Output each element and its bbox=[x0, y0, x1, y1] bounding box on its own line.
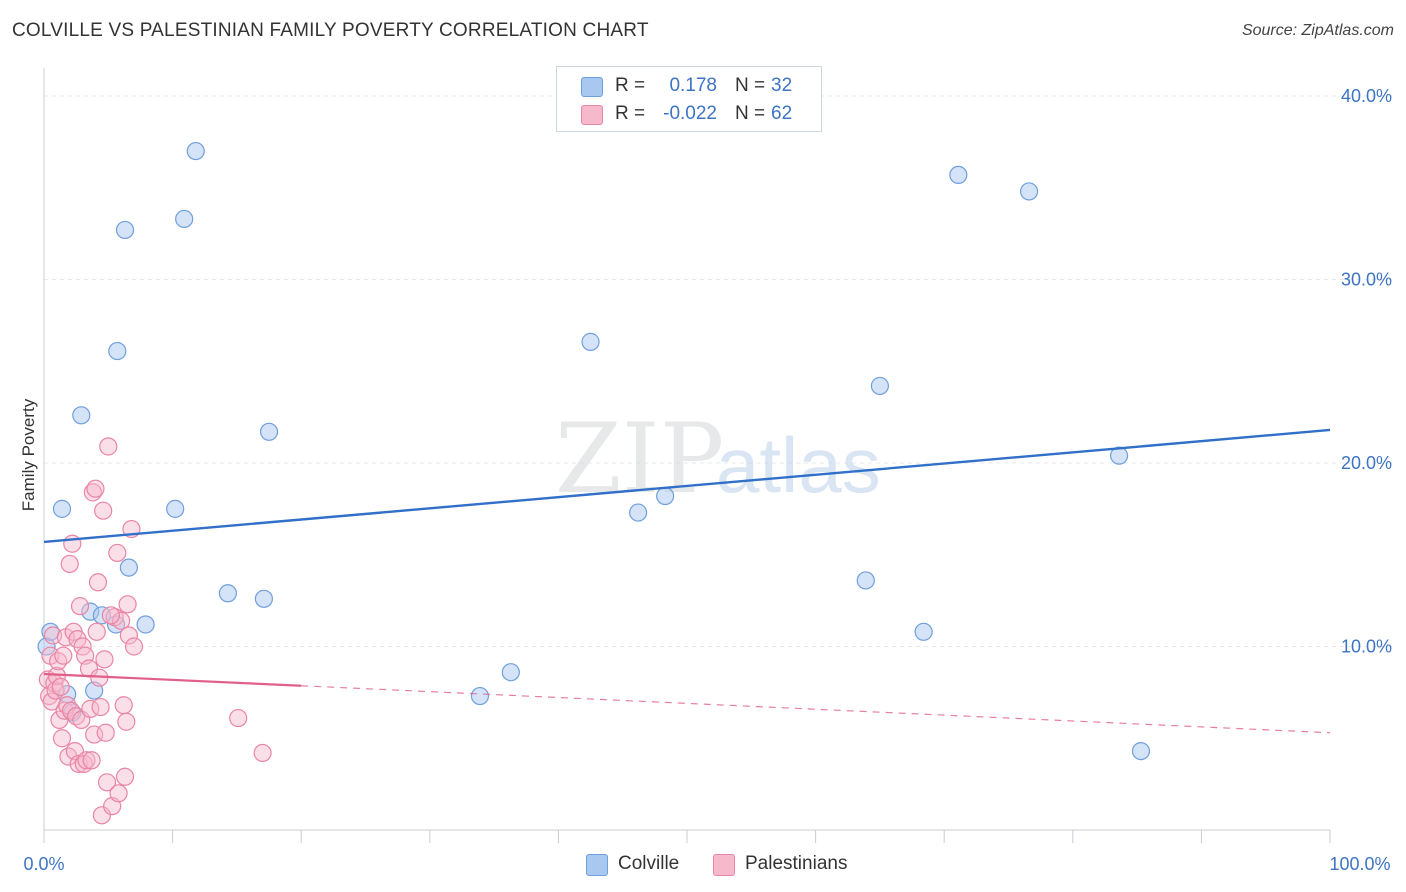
legend-r-label: R = bbox=[615, 75, 646, 96]
legend-r-value: -0.022 bbox=[663, 103, 717, 124]
data-point-palestinians bbox=[60, 554, 79, 574]
legend-n-value: 62 bbox=[771, 103, 793, 124]
points-layer bbox=[37, 141, 1151, 825]
trend-layer bbox=[43, 428, 1331, 734]
data-point-colville bbox=[1019, 182, 1039, 201]
data-point-palestinians bbox=[108, 543, 127, 563]
data-point-palestinians bbox=[82, 751, 101, 770]
data-point-colville bbox=[656, 486, 675, 506]
data-point-colville bbox=[119, 558, 138, 577]
data-point-colville bbox=[52, 499, 72, 518]
legend-r-label: R = bbox=[615, 103, 646, 124]
trend-line-colville bbox=[43, 428, 1331, 544]
y-tick-label: 40.0% bbox=[1341, 86, 1392, 106]
data-point-palestinians bbox=[91, 697, 110, 717]
watermark: ZIP atlas bbox=[555, 403, 881, 515]
data-point-palestinians bbox=[85, 725, 104, 744]
label-layer: 10.0% 20.0% 30.0% 40.0% 0.0% 100.0% bbox=[23, 86, 1392, 874]
legend-label-palestinians: Palestinians bbox=[745, 853, 848, 874]
data-point-colville bbox=[175, 209, 194, 229]
legend-row-palestinians: R = -0.022 N = 62 bbox=[557, 99, 821, 129]
legend-r-value: 0.178 bbox=[669, 75, 717, 96]
data-point-palestinians bbox=[87, 622, 106, 641]
data-point-colville bbox=[1131, 741, 1151, 761]
data-point-palestinians bbox=[49, 652, 68, 671]
data-point-colville bbox=[870, 376, 890, 396]
legend-n-label: N = bbox=[735, 103, 766, 124]
correlation-legend: R = 0.178 N = 32 R = -0.022 N = 62 bbox=[556, 66, 822, 132]
data-point-colville bbox=[115, 220, 135, 240]
data-point-palestinians bbox=[115, 767, 135, 786]
y-tick-label: 20.0% bbox=[1341, 453, 1392, 473]
data-point-palestinians bbox=[99, 437, 118, 456]
data-point-palestinians bbox=[112, 611, 131, 630]
data-point-colville bbox=[186, 141, 205, 161]
watermark-zip: ZIP bbox=[555, 403, 724, 515]
watermark-atlas: atlas bbox=[716, 421, 881, 509]
data-point-palestinians bbox=[51, 677, 70, 696]
legend-swatch-colville bbox=[586, 854, 608, 876]
data-point-palestinians bbox=[97, 773, 117, 792]
data-point-colville bbox=[949, 165, 968, 185]
data-point-colville bbox=[254, 589, 274, 608]
data-point-colville bbox=[259, 422, 279, 441]
data-point-palestinians bbox=[95, 650, 114, 669]
chart-title: COLVILLE VS PALESTINIAN FAMILY POVERTY C… bbox=[12, 20, 649, 41]
data-point-palestinians bbox=[117, 712, 136, 731]
legend-label-colville: Colville bbox=[618, 853, 680, 874]
data-point-palestinians bbox=[52, 729, 72, 748]
x-tick-label: 100.0% bbox=[1329, 854, 1390, 874]
y-axis-title: Family Poverty bbox=[19, 398, 38, 511]
data-point-palestinians bbox=[94, 501, 113, 520]
data-point-colville bbox=[501, 663, 520, 682]
data-point-palestinians bbox=[77, 751, 96, 770]
data-point-colville bbox=[856, 571, 875, 590]
data-point-colville bbox=[218, 584, 237, 603]
data-point-palestinians bbox=[88, 573, 108, 592]
data-point-colville bbox=[136, 615, 155, 634]
y-tick-label: 30.0% bbox=[1341, 270, 1392, 290]
data-point-palestinians bbox=[253, 743, 272, 763]
data-point-palestinians bbox=[42, 692, 61, 711]
source-label: Source: ZipAtlas.com bbox=[1241, 22, 1394, 39]
legend-n-value: 32 bbox=[771, 75, 793, 96]
data-point-colville bbox=[72, 406, 91, 425]
data-point-colville bbox=[166, 499, 185, 518]
legend-swatch-colville bbox=[581, 77, 603, 97]
data-point-palestinians bbox=[54, 646, 73, 665]
legend-n-label: N = bbox=[735, 75, 766, 96]
trend-line-dashed-palestinians bbox=[301, 685, 1331, 734]
data-point-palestinians bbox=[96, 723, 115, 742]
data-point-colville bbox=[914, 622, 933, 641]
data-point-palestinians bbox=[86, 479, 105, 498]
data-point-colville bbox=[629, 503, 648, 522]
legend-row-colville: R = 0.178 N = 32 bbox=[557, 71, 821, 101]
data-point-palestinians bbox=[109, 784, 128, 803]
data-point-palestinians bbox=[229, 708, 248, 728]
series-legend: Colville Palestinians bbox=[0, 852, 1406, 878]
data-point-colville bbox=[470, 686, 490, 706]
series-palestinians bbox=[38, 437, 272, 825]
data-point-palestinians bbox=[119, 626, 138, 645]
trend-line-palestinians bbox=[43, 672, 302, 687]
legend-swatch-palestinians bbox=[581, 105, 603, 125]
data-point-palestinians bbox=[101, 606, 120, 625]
data-point-palestinians bbox=[114, 696, 133, 715]
x-tick-label: 0.0% bbox=[23, 854, 64, 874]
data-point-palestinians bbox=[70, 597, 90, 616]
data-point-palestinians bbox=[61, 701, 81, 720]
data-point-colville bbox=[108, 341, 127, 361]
data-point-colville bbox=[581, 332, 600, 351]
data-point-palestinians bbox=[118, 595, 137, 614]
y-tick-label: 10.0% bbox=[1341, 637, 1392, 657]
legend-swatch-palestinians bbox=[713, 854, 735, 876]
data-point-palestinians bbox=[92, 806, 111, 825]
data-point-palestinians bbox=[124, 637, 144, 656]
